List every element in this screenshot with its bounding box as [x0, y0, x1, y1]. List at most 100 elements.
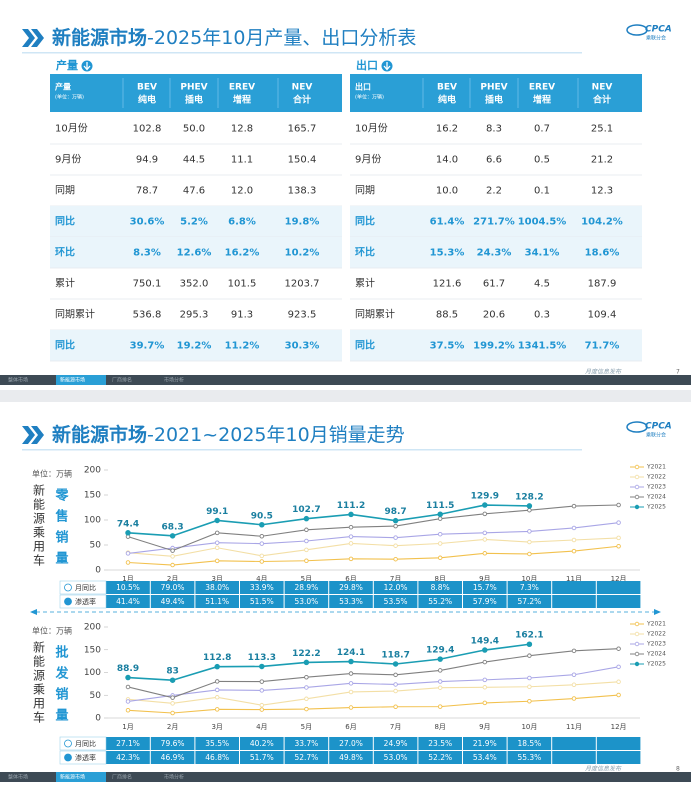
series-point	[571, 537, 577, 543]
series-point	[482, 530, 488, 536]
table-cell: 10月份	[355, 123, 388, 135]
table-cell: 44.5	[183, 155, 205, 166]
row-icon	[64, 583, 72, 592]
table-cell: 27.1%	[116, 739, 140, 748]
table-cell-bg	[195, 595, 239, 608]
legend-marker	[634, 464, 640, 470]
table-cell: 33.9%	[250, 583, 274, 592]
table-cell: 53.0%	[294, 597, 318, 606]
series-point	[170, 548, 175, 553]
series-point	[527, 551, 532, 557]
header-cell: NEV	[292, 83, 313, 93]
table-cell-bg	[463, 751, 507, 764]
unit-label: 单位：万辆	[32, 626, 72, 636]
table-cell: 55.2%	[428, 597, 452, 606]
series-point	[304, 696, 309, 702]
section-label: 产量	[56, 58, 78, 72]
x-tick-label: 6月	[345, 575, 356, 583]
series-point	[170, 710, 175, 716]
row-highlight	[50, 206, 342, 237]
series-point	[482, 647, 488, 653]
table-cell: 101.5	[228, 279, 257, 290]
table-cell: 20.6	[483, 310, 505, 321]
series-point	[304, 706, 309, 712]
series-point	[571, 672, 577, 677]
table-cell: 42.3%	[116, 753, 140, 762]
table-cell: 18.6%	[585, 248, 620, 259]
table-cell: 19.8%	[285, 217, 320, 228]
table-cell-bg	[418, 737, 462, 750]
series-line	[127, 545, 619, 566]
series-point	[616, 520, 621, 525]
table-cell: 109.4	[588, 310, 617, 321]
table-cell: 40.2%	[250, 739, 274, 748]
table-cell: 1203.7	[285, 279, 320, 290]
table-cell-bg	[284, 581, 329, 594]
series-point	[527, 675, 532, 681]
page-number: 8	[676, 766, 680, 773]
data-label: 68.3	[161, 522, 183, 532]
table-cell: 187.9	[588, 279, 617, 290]
legend-marker	[634, 631, 640, 637]
series-point	[214, 530, 220, 536]
title-bold: 新能源市场	[52, 26, 147, 49]
data-label: 124.1	[337, 648, 365, 658]
series-point	[170, 562, 175, 568]
series-point	[482, 551, 488, 556]
table-cell: 12.0	[231, 186, 253, 197]
table-cell: 49.4%	[161, 597, 185, 606]
table-cell-bg	[507, 581, 552, 594]
table-cell: 4.5	[534, 279, 550, 290]
series-point	[169, 677, 176, 683]
series-point	[348, 689, 354, 695]
title-underline	[22, 52, 582, 54]
series-point	[348, 658, 354, 665]
legend-label: Y2021	[646, 621, 666, 628]
series-point	[125, 708, 131, 713]
table-cell: 6.8%	[228, 217, 256, 228]
data-label: 111.2	[337, 501, 365, 511]
series-point	[527, 529, 532, 534]
series-point	[259, 702, 265, 708]
table-cell-bg	[106, 751, 150, 764]
table-cell-bg	[507, 751, 552, 764]
legend-marker	[634, 621, 640, 627]
x-tick-label: 3月	[211, 723, 222, 731]
unit-label: 单位：万辆	[32, 469, 72, 479]
table-cell-bg	[106, 595, 150, 608]
table-cell-bg	[507, 737, 552, 750]
table-cell: 25.1	[591, 124, 613, 135]
series-point	[304, 685, 309, 690]
table-cell-bg	[596, 751, 641, 764]
series-point	[304, 547, 309, 553]
data-label: 88.9	[117, 664, 139, 674]
table-cell: 79.0%	[161, 583, 185, 592]
series-point	[125, 699, 131, 704]
series-point	[304, 527, 309, 533]
table-cell: 53.5%	[384, 597, 408, 606]
series-point	[348, 556, 354, 562]
series-point	[214, 687, 220, 693]
series-point	[304, 674, 309, 680]
series-line	[127, 666, 619, 702]
table-cell: 1004.5%	[518, 217, 567, 228]
table-cell: 同期	[355, 185, 375, 197]
series-point	[616, 679, 621, 685]
table-cell-bg	[329, 737, 373, 750]
table-cell: 6.6	[486, 155, 502, 166]
table-cell: 28.9%	[294, 583, 318, 592]
chevron	[31, 426, 44, 444]
data-label: 102.7	[292, 505, 320, 515]
table-cell: 21.2	[591, 155, 613, 166]
table-cell: 150.4	[288, 155, 317, 166]
table-cell-bg	[240, 581, 284, 594]
series-point	[482, 685, 488, 690]
table-cell: 46.9%	[161, 753, 185, 762]
table-cell-bg	[150, 751, 195, 764]
series-point	[304, 558, 309, 564]
data-label: 99.1	[206, 507, 228, 517]
table-cell: 37.5%	[430, 341, 465, 352]
table-cell: 53.4%	[473, 753, 497, 762]
series-point	[393, 556, 398, 562]
footer-tab-active	[56, 772, 106, 782]
